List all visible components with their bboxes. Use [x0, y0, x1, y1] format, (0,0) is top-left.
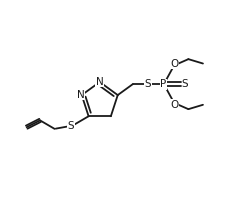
Text: S: S — [182, 79, 188, 89]
Text: S: S — [145, 79, 151, 89]
Text: O: O — [170, 59, 179, 69]
Text: P: P — [160, 79, 167, 89]
Text: N: N — [77, 90, 84, 100]
Text: S: S — [68, 121, 74, 131]
Text: N: N — [96, 77, 104, 87]
Text: O: O — [170, 100, 179, 110]
